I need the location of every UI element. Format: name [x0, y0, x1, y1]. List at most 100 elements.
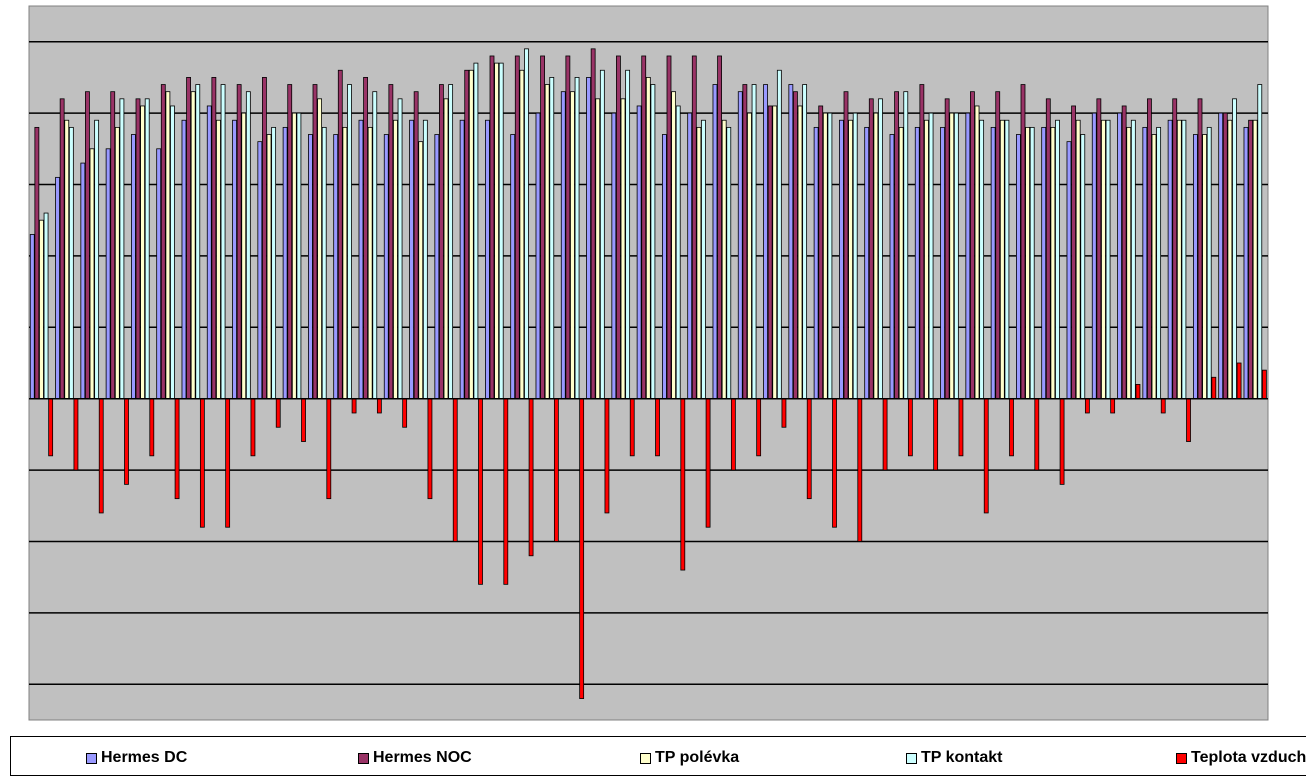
- bar-hermes-noc: [540, 55, 545, 400]
- bar-tp-pol-vka: [1176, 119, 1182, 400]
- bar-teplota-vzduchu: [275, 398, 281, 428]
- bar-tp-pol-vka: [822, 112, 828, 400]
- bar-hermes-dc: [29, 234, 35, 400]
- bar-hermes-dc: [485, 119, 490, 400]
- bar-hermes-dc: [1091, 112, 1097, 400]
- bar-hermes-dc: [839, 119, 844, 400]
- bar-hermes-noc: [312, 84, 318, 400]
- bar-teplota-vzduchu: [553, 398, 559, 542]
- bar-hermes-noc: [742, 84, 748, 400]
- bar-tp-pol-vka: [1202, 134, 1207, 400]
- bar-hermes-dc: [1193, 134, 1198, 400]
- bar-tp-kontakt: [1029, 126, 1035, 400]
- bar-hermes-dc: [636, 105, 642, 400]
- bar-hermes-dc: [1142, 126, 1148, 400]
- bar-tp-pol-vka: [1252, 119, 1258, 400]
- bar-tp-kontakt: [524, 48, 529, 400]
- bar-tp-pol-vka: [89, 148, 95, 400]
- bar-hermes-noc: [34, 126, 40, 400]
- legend-item-hermes-noc: Hermes NOC: [358, 749, 472, 767]
- bar-teplota-vzduchu: [857, 398, 863, 542]
- bar-tp-pol-vka: [190, 91, 196, 400]
- bar-tp-kontakt: [1130, 119, 1136, 400]
- bar-hermes-dc: [662, 134, 667, 400]
- bar-teplota-vzduchu: [781, 398, 787, 428]
- legend-item-tp-polevka: TP polévka: [640, 749, 739, 767]
- bar-tp-pol-vka: [721, 119, 727, 400]
- legend-item-hermes-dc: Hermes DC: [86, 749, 187, 767]
- bar-tp-kontakt: [119, 98, 125, 400]
- bar-tp-pol-vka: [949, 112, 955, 400]
- bar-tp-pol-vka: [1025, 126, 1030, 400]
- bar-hermes-dc: [1041, 126, 1047, 400]
- bar-hermes-noc: [1096, 98, 1102, 400]
- bar-tp-kontakt: [271, 126, 277, 400]
- bar-hermes-noc: [641, 55, 647, 400]
- bar-tp-pol-vka: [39, 219, 44, 400]
- legend-swatch-hermes-noc: [358, 752, 369, 764]
- bar-teplota-vzduchu: [48, 398, 54, 457]
- bar-hermes-dc: [965, 112, 971, 400]
- bar-teplota-vzduchu: [1160, 398, 1166, 414]
- bar-hermes-noc: [337, 69, 343, 400]
- bar-teplota-vzduchu: [225, 398, 231, 528]
- bar-tp-kontakt: [802, 84, 808, 400]
- bar-tp-pol-vka: [241, 112, 247, 400]
- bar-hermes-dc: [358, 119, 364, 400]
- bar-tp-pol-vka: [114, 126, 120, 400]
- bar-tp-pol-vka: [266, 134, 272, 400]
- bar-tp-kontakt: [751, 84, 757, 400]
- bar-hermes-noc: [691, 55, 697, 400]
- bar-hermes-dc: [586, 77, 591, 400]
- bar-teplota-vzduchu: [149, 398, 155, 457]
- bar-teplota-vzduchu: [933, 398, 939, 471]
- bar-hermes-dc: [206, 105, 212, 400]
- bar-tp-kontakt: [625, 69, 631, 400]
- bar-teplota-vzduchu: [326, 398, 332, 500]
- bar-tp-pol-vka: [924, 119, 929, 400]
- bar-tp-pol-vka: [1151, 134, 1157, 400]
- bar-hermes-noc: [110, 91, 116, 400]
- bar-hermes-dc: [889, 134, 895, 400]
- bar-tp-pol-vka: [570, 91, 575, 400]
- bar-tp-kontakt: [245, 91, 251, 400]
- bar-tp-pol-vka: [393, 119, 398, 400]
- bar-hermes-dc: [257, 141, 263, 400]
- legend-item-tp-kontakt: TP kontakt: [906, 749, 1003, 767]
- bar-tp-pol-vka: [140, 105, 146, 400]
- bar-teplota-vzduchu: [351, 398, 357, 414]
- bar-tp-kontakt: [1004, 119, 1010, 400]
- bar-tp-pol-vka: [1126, 126, 1132, 400]
- bar-tp-pol-vka: [317, 98, 323, 400]
- bar-teplota-vzduchu: [376, 398, 382, 414]
- bar-tp-pol-vka: [1050, 126, 1056, 400]
- bar-tp-kontakt: [953, 112, 959, 400]
- bar-hermes-noc: [489, 55, 495, 400]
- bar-tp-pol-vka: [1075, 119, 1081, 400]
- bar-tp-kontakt: [574, 77, 580, 400]
- bar-tp-pol-vka: [418, 141, 424, 400]
- bar-tp-pol-vka: [443, 98, 449, 400]
- bar-teplota-vzduchu: [250, 398, 256, 457]
- bar-hermes-noc: [868, 98, 874, 400]
- bar-teplota-vzduchu: [199, 398, 205, 528]
- bar-tp-kontakt: [1156, 126, 1162, 400]
- bar-teplota-vzduchu: [1135, 384, 1141, 400]
- bar-teplota-vzduchu: [1211, 376, 1217, 400]
- bar-hermes-dc: [333, 134, 339, 400]
- bar-hermes-noc: [843, 91, 849, 400]
- bar-hermes-dc: [1243, 126, 1249, 400]
- bar-teplota-vzduchu: [452, 398, 458, 542]
- bar-teplota-vzduchu: [832, 398, 837, 528]
- bar-hermes-dc: [788, 84, 794, 400]
- bar-teplota-vzduchu: [629, 398, 635, 457]
- bar-teplota-vzduchu: [1110, 398, 1116, 414]
- bar-tp-kontakt: [220, 84, 226, 400]
- bar-hermes-noc: [1197, 98, 1203, 400]
- bar-hermes-noc: [59, 98, 65, 400]
- bar-tp-pol-vka: [848, 119, 853, 400]
- bar-teplota-vzduchu: [579, 398, 585, 699]
- bar-tp-pol-vka: [216, 119, 221, 400]
- bar-hermes-dc: [80, 162, 86, 400]
- bar-teplota-vzduchu: [1034, 398, 1040, 471]
